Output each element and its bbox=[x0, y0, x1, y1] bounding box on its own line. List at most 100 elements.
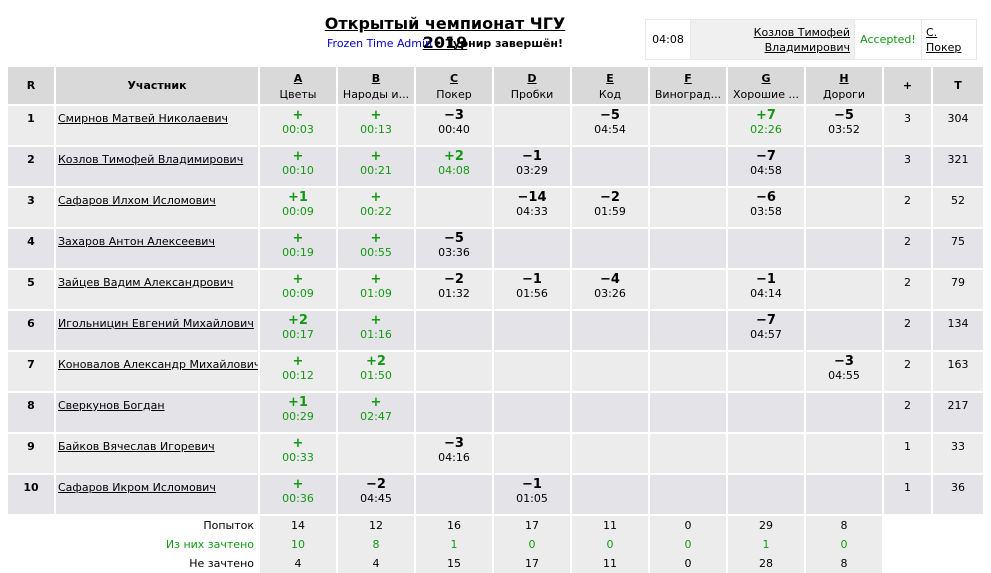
result-cell-g[interactable]: −6 03:58 bbox=[727, 187, 806, 229]
result-cell-a[interactable]: +00:09 bbox=[259, 269, 338, 311]
result-cell-a[interactable]: +00:03 bbox=[259, 106, 338, 147]
submission-time: 01:50 bbox=[360, 369, 392, 382]
problem-header-a[interactable]: A bbox=[259, 67, 338, 85]
result-cell-a[interactable]: +00:19 bbox=[259, 228, 338, 270]
problem-header-d[interactable]: D bbox=[493, 67, 572, 85]
problem-letter-link[interactable]: H bbox=[839, 72, 849, 85]
last-submission-team[interactable]: Козлов Тимофей Владимирович bbox=[690, 19, 855, 60]
problem-letter-link[interactable]: F bbox=[684, 72, 692, 85]
result-cell-a[interactable]: +1 00:29 bbox=[259, 392, 338, 434]
result-cell-f bbox=[649, 392, 728, 434]
result-cell-g[interactable]: −1 04:14 bbox=[727, 269, 806, 311]
problem-letter-link[interactable]: E bbox=[606, 72, 614, 85]
result-cell-b[interactable]: −2 04:45 bbox=[337, 474, 416, 516]
result-cell-b[interactable]: +00:13 bbox=[337, 106, 416, 147]
result-cell-f bbox=[649, 187, 728, 229]
participant-name-link[interactable]: Сафаров Илхом Исломович bbox=[58, 194, 216, 207]
result-cell-h[interactable]: −3 04:55 bbox=[805, 351, 884, 393]
result-cell-d[interactable]: −1 03:29 bbox=[493, 146, 572, 188]
result-cell-a[interactable]: +2 00:17 bbox=[259, 310, 338, 352]
participant-name-link[interactable]: Коновалов Александр Михайлович bbox=[58, 358, 259, 371]
result-cell-b[interactable]: +02:47 bbox=[337, 392, 416, 434]
rejected-mark: −14 bbox=[517, 190, 547, 205]
result-cell-d[interactable]: −14 04:33 bbox=[493, 187, 572, 229]
result-cell-a[interactable]: +00:10 bbox=[259, 146, 338, 188]
problem-letter-link[interactable]: G bbox=[761, 72, 771, 85]
result-cell-h[interactable]: −5 03:52 bbox=[805, 106, 884, 147]
penalty-cell: 75 bbox=[932, 228, 985, 270]
participant-cell[interactable]: Захаров Антон Алексеевич bbox=[55, 228, 260, 270]
participant-cell[interactable]: Козлов Тимофей Владимирович bbox=[55, 146, 260, 188]
result-cell-c[interactable]: −3 04:16 bbox=[415, 433, 494, 475]
result-cell-g[interactable]: −7 04:58 bbox=[727, 146, 806, 188]
result-cell-d[interactable]: −1 01:56 bbox=[493, 269, 572, 311]
result-cell-b[interactable]: +01:16 bbox=[337, 310, 416, 352]
last-submission-problem-line2[interactable]: Покер bbox=[926, 40, 962, 54]
submission-time: 00:19 bbox=[282, 246, 314, 259]
result-cell-c[interactable]: −2 01:32 bbox=[415, 269, 494, 311]
result-cell-e[interactable]: −5 04:54 bbox=[571, 106, 650, 147]
problem-letter-link[interactable]: B bbox=[371, 72, 381, 85]
participant-cell[interactable]: Сафаров Икром Исломович bbox=[55, 474, 260, 516]
submission-time: 03:26 bbox=[594, 287, 626, 300]
participant-name-link[interactable]: Сверкунов Богдан bbox=[58, 399, 165, 412]
participant-cell[interactable]: Смирнов Матвей Николаевич bbox=[55, 106, 260, 147]
result-cell-b[interactable]: +00:21 bbox=[337, 146, 416, 188]
problem-letter-link[interactable]: A bbox=[293, 72, 303, 85]
result-cell-e[interactable]: −4 03:26 bbox=[571, 269, 650, 311]
result-cell-b[interactable]: +00:22 bbox=[337, 187, 416, 229]
problem-name-c: Покер bbox=[415, 85, 494, 104]
rank-cell: 5 bbox=[8, 269, 56, 311]
problem-header-e[interactable]: E bbox=[571, 67, 650, 85]
admin-label[interactable]: Frozen Time Admin bbox=[327, 37, 433, 50]
participant-cell[interactable]: Байков Вячеслав Игоревич bbox=[55, 433, 260, 475]
participant-cell[interactable]: Сверкунов Богдан bbox=[55, 392, 260, 434]
participant-cell[interactable]: Зайцев Вадим Александрович bbox=[55, 269, 260, 311]
problem-header-h[interactable]: H bbox=[805, 67, 884, 85]
last-submission-name-line1[interactable]: Козлов Тимофей bbox=[753, 25, 850, 39]
solved-count-cell: 2 bbox=[883, 269, 933, 311]
participant-name-link[interactable]: Захаров Антон Алексеевич bbox=[58, 235, 215, 248]
participant-name-link[interactable]: Байков Вячеслав Игоревич bbox=[58, 440, 215, 453]
problem-letter-link[interactable]: D bbox=[527, 72, 537, 85]
problem-header-b[interactable]: B bbox=[337, 67, 416, 85]
page-title[interactable]: Открытый чемпионат ЧГУ 2019 bbox=[324, 14, 566, 52]
result-cell-a[interactable]: +1 00:09 bbox=[259, 187, 338, 229]
participant-name-link[interactable]: Сафаров Икром Исломович bbox=[58, 481, 216, 494]
result-cell-e bbox=[571, 474, 650, 516]
problem-letter-link[interactable]: C bbox=[449, 72, 459, 85]
result-cell-c bbox=[415, 392, 494, 434]
result-cell-g[interactable]: +7 02:26 bbox=[727, 106, 806, 147]
result-cell-e[interactable]: −2 01:59 bbox=[571, 187, 650, 229]
result-cell-a[interactable]: +00:36 bbox=[259, 474, 338, 516]
result-cell-d[interactable]: −1 01:05 bbox=[493, 474, 572, 516]
problem-header-c[interactable]: C bbox=[415, 67, 494, 85]
result-cell-c[interactable]: −3 00:40 bbox=[415, 106, 494, 147]
result-cell-b[interactable]: +01:09 bbox=[337, 269, 416, 311]
participant-name-link[interactable]: Зайцев Вадим Александрович bbox=[58, 276, 234, 289]
result-cell-b[interactable]: +00:55 bbox=[337, 228, 416, 270]
participant-cell[interactable]: Игольницин Евгений Михайлович bbox=[55, 310, 260, 352]
problem-header-f[interactable]: F bbox=[649, 67, 728, 85]
problem-header-g[interactable]: G bbox=[727, 67, 806, 85]
result-cell-g[interactable]: −7 04:57 bbox=[727, 310, 806, 352]
result-cell-e bbox=[571, 433, 650, 475]
result-cell-b[interactable]: +2 01:50 bbox=[337, 351, 416, 393]
table-row: 1 Смирнов Матвей Николаевич +00:03 +00:13 −3… bbox=[8, 106, 985, 147]
last-submission-problem-line1[interactable]: С. bbox=[926, 25, 938, 39]
participant-cell[interactable]: Коновалов Александр Михайлович bbox=[55, 351, 260, 393]
result-cell-c[interactable]: +2 04:08 bbox=[415, 146, 494, 188]
result-cell-f bbox=[649, 106, 728, 147]
result-cell-c[interactable]: −5 03:36 bbox=[415, 228, 494, 270]
last-submission-name-line2[interactable]: Владимирович bbox=[764, 40, 850, 54]
participant-name-link[interactable]: Смирнов Матвей Николаевич bbox=[58, 112, 229, 125]
participant-cell[interactable]: Сафаров Илхом Исломович bbox=[55, 187, 260, 229]
header-gap bbox=[8, 104, 984, 106]
participant-name-link[interactable]: Игольницин Евгений Михайлович bbox=[58, 317, 254, 330]
participant-name-link[interactable]: Козлов Тимофей Владимирович bbox=[58, 153, 244, 166]
result-cell-a[interactable]: +00:12 bbox=[259, 351, 338, 393]
submission-time: 00:33 bbox=[282, 451, 314, 464]
result-cell-a[interactable]: +00:33 bbox=[259, 433, 338, 475]
accepted-mark: +2 bbox=[444, 149, 464, 164]
last-submission-problem[interactable]: С. Покер bbox=[921, 19, 977, 60]
